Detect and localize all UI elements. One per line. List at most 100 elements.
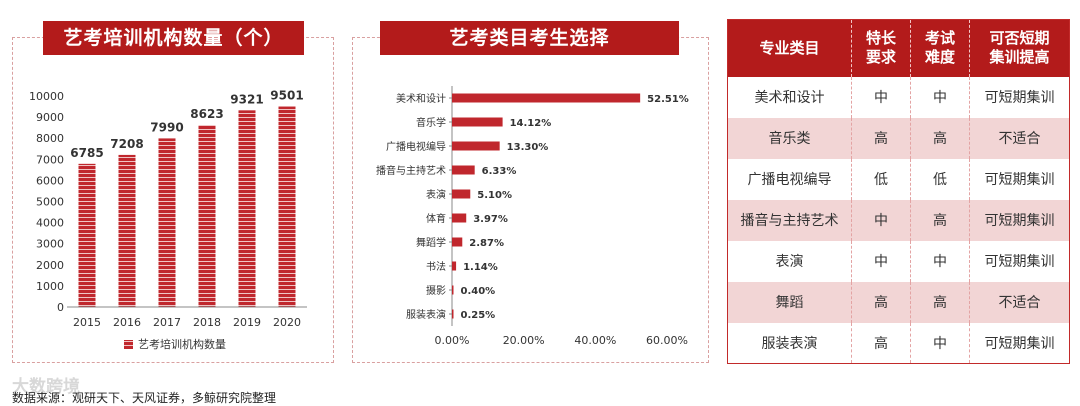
bar-legend-label: 艺考培训机构数量: [138, 337, 226, 351]
bar-y-tick-label: 0: [57, 301, 64, 314]
table-cell: 可短期集训: [969, 76, 1070, 118]
bar-legend-swatch: [124, 340, 133, 349]
bar-y-tick-label: 3000: [36, 238, 64, 251]
bar-chart: 0 1000 2000 3000 4000 5000 6000 7000 8000 9000 100…: [29, 89, 307, 351]
hbar-bar-3: [452, 165, 475, 175]
table-row: 舞蹈高高不适合: [727, 281, 1070, 323]
header-talent: 特长要求: [851, 19, 911, 77]
hbar-category-label: 体育: [426, 212, 446, 225]
hbar-chart-title: 艺考类目考生选择: [380, 21, 679, 55]
hbar-bar-2: [452, 141, 500, 151]
hbar-category-label: 服装表演: [406, 308, 446, 321]
table-cell: 中: [910, 322, 970, 364]
table-cell: 音乐类: [727, 117, 852, 159]
table-row: 广播电视编导低低可短期集训: [728, 158, 1070, 200]
table-row: 服装表演 高中可短期集训: [728, 322, 1070, 364]
hbar-bar-0: [452, 93, 641, 103]
table-cell: 可短期集训: [969, 322, 1070, 364]
hbar-bar-8: [452, 285, 454, 295]
bar-2018: [198, 125, 216, 307]
hbar-value-label: 14.12%: [510, 118, 552, 129]
hbar-bar-9: [452, 309, 454, 319]
hbar-category-label: 摄影: [426, 284, 446, 297]
bar-y-tick-label: 5000: [36, 196, 64, 209]
header-major: 专业类目: [727, 19, 852, 77]
table-row: 音乐类高高不适合: [727, 117, 1070, 159]
table-cell: 不适合: [969, 117, 1070, 159]
hbar-x-tick-label: 20.00%: [503, 334, 545, 347]
hbar-category-label: 广播电视编导: [386, 140, 446, 153]
table-cell: 可短期集训: [969, 158, 1070, 200]
bar-y-tick-label: 1000: [36, 280, 64, 293]
table-cell: 高: [851, 117, 911, 159]
bar-y-tick-label: 6000: [36, 174, 64, 187]
hbar-value-label: 3.97%: [473, 214, 508, 225]
table-row: 播音与主持艺术中高可短期集训: [727, 199, 1070, 241]
table-cell: 高: [851, 281, 911, 323]
hbar-value-label: 6.33%: [482, 166, 517, 177]
bar-y-tick-label: 4000: [36, 217, 64, 230]
header-short-training: 可否短期集训提高: [969, 19, 1070, 77]
table-cell: 低: [851, 158, 911, 200]
hbar-x-tick-label: 60.00%: [646, 334, 688, 347]
table-cell: 低: [910, 158, 970, 200]
table-cell: 高: [910, 199, 970, 241]
bar-2019: [238, 110, 256, 307]
hbar-bar-1: [452, 117, 503, 127]
watermark: 大数跨境: [12, 377, 80, 397]
hbar-bar-4: [452, 189, 471, 199]
bar-2020: [278, 106, 296, 307]
bar-y-tick-label: 7000: [36, 153, 64, 166]
bar-2015: [78, 163, 96, 307]
major-comparison-table: 专业类目 特长要求 考试难度 可否短期集训提高 美术和设计中中可短期集训 音乐类高…: [727, 19, 1070, 364]
hbar-value-label: 1.14%: [463, 262, 498, 273]
bar-x-tick-label: 2020: [273, 316, 301, 329]
hbar-value-label: 52.51%: [647, 94, 689, 105]
bar-value-label: 9321: [230, 92, 263, 106]
hbar-x-tick-label: 0.00%: [435, 334, 470, 347]
table-cell: 高: [910, 117, 970, 159]
source-note: 数据来源：观研天下、天风证券，多鲸研究院整理: [12, 391, 277, 405]
hbar-category-label: 美术和设计: [396, 92, 446, 105]
bar-2016: [118, 154, 136, 307]
hbar-category-label: 播音与主持艺术: [376, 164, 446, 177]
table-cell: 播音与主持艺术: [727, 199, 852, 241]
hbar-x-tick-label: 40.00%: [574, 334, 616, 347]
table-cell: 中: [910, 76, 970, 118]
hbar-value-label: 2.87%: [469, 238, 504, 249]
hbar-category-label: 音乐学: [416, 116, 446, 129]
hbar-chart: 美术和设计 52.51% 音乐学 14.12% 广播电视编导 13.30% 播音与主持艺术 6…: [376, 86, 689, 347]
hbar-category-label: 舞蹈学: [416, 236, 446, 249]
bar-value-label: 8623: [190, 107, 223, 121]
hbar-value-label: 0.40%: [461, 286, 496, 297]
table-cell: 高: [851, 322, 911, 364]
hbar-value-label: 0.25%: [461, 310, 496, 321]
table-cell: 中: [851, 240, 911, 282]
table-cell: 广播电视编导: [747, 172, 832, 188]
table-cell: 中: [851, 76, 911, 118]
table-header-row: 专业类目 特长要求 考试难度 可否短期集训提高: [727, 19, 1070, 77]
bar-y-tick-label: 10000: [29, 90, 64, 103]
bar-x-tick-label: 2016: [113, 316, 141, 329]
table-cell: 可短期集训: [969, 199, 1070, 241]
hbar-category-label: 表演: [426, 188, 446, 201]
bar-y-tick-label: 2000: [36, 259, 64, 272]
bar-chart-title: 艺考培训机构数量（个）: [43, 21, 304, 55]
bar-value-label: 9501: [270, 89, 303, 103]
header-difficulty: 考试难度: [910, 19, 970, 77]
bar-x-tick-label: 2019: [233, 316, 261, 329]
bar-x-tick-label: 2018: [193, 316, 221, 329]
table-cell: 舞蹈: [727, 281, 852, 323]
table-cell: 中: [910, 240, 970, 282]
table-row: 表演中中可短期集训: [728, 240, 1070, 282]
bar-value-label: 6785: [70, 146, 103, 160]
hbar-value-label: 5.10%: [477, 190, 512, 201]
hbar-bar-7: [452, 261, 457, 271]
table-cell: 美术和设计: [754, 90, 825, 106]
hbar-bar-5: [452, 213, 467, 223]
bar-value-label: 7990: [150, 120, 183, 134]
table-cell: 高: [910, 281, 970, 323]
bar-2017: [158, 138, 176, 307]
table-cell: 不适合: [969, 281, 1070, 323]
bar-y-tick-label: 9000: [36, 111, 64, 124]
